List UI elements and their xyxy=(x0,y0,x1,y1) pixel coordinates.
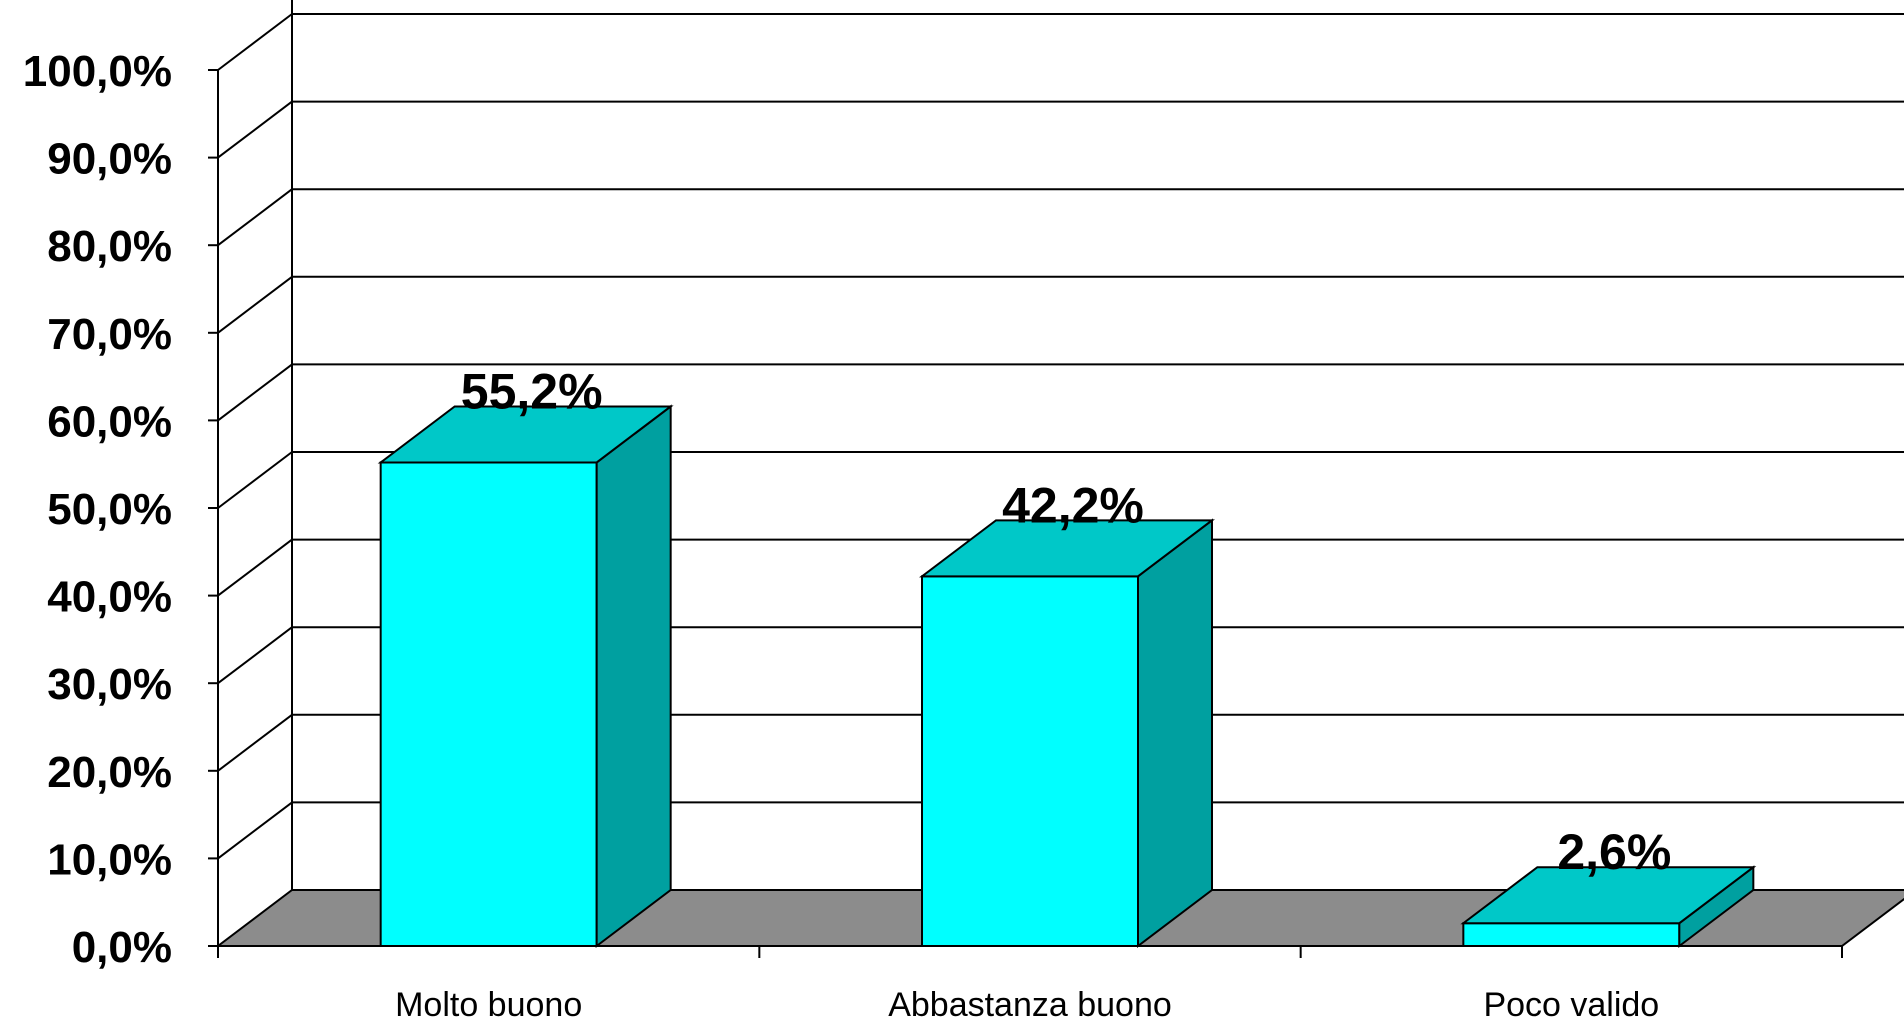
y-tick-label: 100,0% xyxy=(23,47,172,96)
side-wall-gridline xyxy=(217,801,293,860)
x-category-label: Molto buono xyxy=(395,986,582,1022)
x-category-label: Poco valido xyxy=(1483,986,1659,1022)
y-tick-label: 20,0% xyxy=(47,748,172,797)
side-wall-gridline xyxy=(217,363,293,422)
y-tick-label: 90,0% xyxy=(47,135,172,184)
side-wall-gridline xyxy=(217,276,293,334)
y-tick-label: 50,0% xyxy=(47,485,172,534)
bar-front xyxy=(379,461,598,947)
y-axis-tick-labels: 0,0% 10,0% 20,0% 30,0% 40,0% 50,0% 60,0% 70,0% 8… xyxy=(23,47,172,972)
data-label: 42,2% xyxy=(1002,477,1144,533)
x-category-label: Abbastanza buono xyxy=(888,986,1172,1022)
bars-group xyxy=(377,404,1757,949)
side-wall-gridline xyxy=(217,188,293,246)
data-label: 2,6% xyxy=(1557,824,1671,880)
x-axis-category-labels: Molto buono Abbastanza buono Poco valido xyxy=(395,986,1659,1022)
bar-front xyxy=(921,575,1139,947)
y-tick-label: 30,0% xyxy=(47,660,172,709)
y-tick-label: 0,0% xyxy=(72,923,172,972)
side-wall-gridline xyxy=(217,626,293,684)
bar-top xyxy=(1460,866,1757,925)
data-label: 55,2% xyxy=(461,363,603,419)
y-tick-label: 10,0% xyxy=(47,835,172,884)
side-wall-gridline xyxy=(217,714,293,772)
y-tick-label: 70,0% xyxy=(47,310,172,359)
bar-top xyxy=(919,519,1215,578)
y-tick-label: 40,0% xyxy=(47,573,172,622)
y-tick-label: 60,0% xyxy=(47,397,172,446)
data-labels: 55,2% 42,2% 2,6% xyxy=(461,363,1672,880)
y-tick-label: 80,0% xyxy=(47,222,172,271)
side-wall-gridline xyxy=(217,538,293,597)
bar-top xyxy=(377,405,674,464)
bar-front xyxy=(1462,922,1681,947)
side-wall-gridline xyxy=(217,100,293,159)
side-wall-gridline xyxy=(217,451,293,509)
bar-side xyxy=(1137,518,1213,949)
side-wall-gridline xyxy=(217,13,293,71)
bar-side xyxy=(595,404,672,949)
